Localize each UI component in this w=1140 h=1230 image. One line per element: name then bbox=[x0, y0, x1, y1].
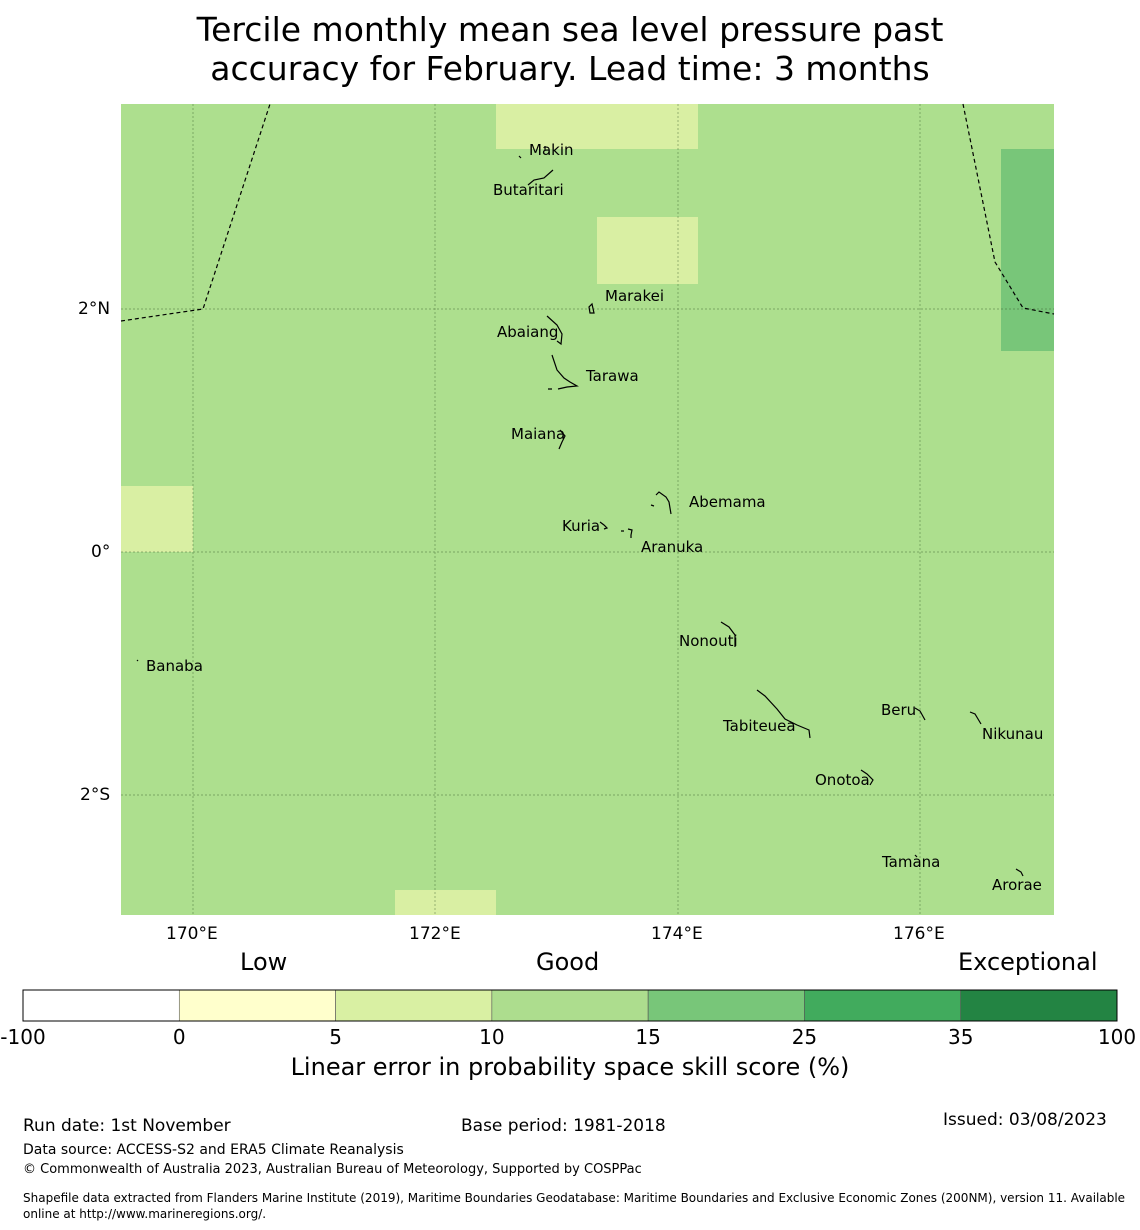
place-label-marakei: Marakei bbox=[605, 287, 664, 305]
issued-date: Issued: 03/08/2023 bbox=[943, 1110, 1107, 1130]
colorbar-tick-label: -100 bbox=[0, 1025, 46, 1049]
place-label-aranuka: Aranuka bbox=[641, 538, 703, 556]
island-tamana bbox=[914, 854, 918, 858]
chart-title: Tercile monthly mean sea level pressure … bbox=[0, 10, 1140, 88]
island-nikunau bbox=[969, 711, 982, 725]
place-label-tamana: Tamana bbox=[881, 853, 940, 871]
skill-cell-marakei bbox=[597, 217, 698, 284]
colorbar-segment bbox=[491, 989, 649, 1022]
colorbar-segments bbox=[22, 989, 1118, 1022]
island-makin bbox=[518, 146, 546, 159]
legend-category-exceptional: Exceptional bbox=[958, 948, 1098, 976]
island-arorae bbox=[1015, 868, 1024, 877]
place-label-abemama: Abemama bbox=[689, 493, 766, 511]
colorbar-segment bbox=[647, 989, 805, 1022]
place-label-beru: Beru bbox=[881, 701, 916, 719]
colorbar-tick-label: 5 bbox=[329, 1025, 342, 1049]
skill-cell-south bbox=[395, 890, 496, 915]
island-kuria bbox=[599, 521, 609, 530]
place-label-banaba: Banaba bbox=[146, 657, 203, 675]
title-line-2: accuracy for February. Lead time: 3 mont… bbox=[210, 49, 930, 88]
colorbar-label: Linear error in probability space skill … bbox=[290, 1053, 850, 1081]
skill-cell-east bbox=[1001, 149, 1054, 351]
island-abaiang bbox=[546, 315, 563, 346]
colorbar-tick-label: 0 bbox=[172, 1025, 186, 1049]
place-labels: Makin Butaritari Marakei Abaiang Tarawa … bbox=[146, 141, 1043, 894]
map-background bbox=[121, 104, 1054, 915]
skill-cell-west bbox=[121, 486, 193, 552]
shapefile-credit-2: online at http://www.marineregions.org/. bbox=[23, 1207, 267, 1221]
lat-label-2n: 2°N bbox=[78, 299, 111, 319]
place-label-nikunau: Nikunau bbox=[982, 725, 1043, 743]
place-label-arorae: Arorae bbox=[992, 876, 1042, 894]
island-marakei bbox=[588, 302, 595, 314]
place-label-tabiteuea: Tabiteuea bbox=[722, 717, 796, 735]
place-label-abaiang: Abaiang bbox=[497, 323, 558, 341]
colorbar-tick-label: 35 bbox=[947, 1025, 974, 1049]
shapefile-credit-1: Shapefile data extracted from Flanders M… bbox=[23, 1191, 1126, 1205]
colorbar-segment bbox=[178, 989, 336, 1022]
island-tarawa bbox=[548, 354, 579, 390]
legend-category-low: Low bbox=[240, 948, 288, 976]
map-plot[interactable]: Makin Butaritari Marakei Abaiang Tarawa … bbox=[0, 0, 1140, 930]
place-label-butaritari: Butaritari bbox=[493, 181, 564, 199]
eez-boundary-west bbox=[120, 103, 271, 322]
colorbar-border bbox=[22, 989, 1118, 1022]
colorbar-segment bbox=[335, 989, 493, 1022]
base-period: Base period: 1981-2018 bbox=[461, 1116, 666, 1136]
island-beru bbox=[914, 707, 926, 721]
island-banaba bbox=[136, 659, 139, 662]
lat-label-2s: 2°S bbox=[80, 785, 111, 805]
place-label-nonouti: Nonouti bbox=[679, 632, 738, 650]
run-date: Run date: 1st November bbox=[23, 1116, 231, 1136]
place-label-makin: Makin bbox=[529, 141, 574, 159]
lon-label-176e: 176°E bbox=[893, 924, 945, 944]
island-aranuka bbox=[621, 528, 633, 538]
eez-boundary-east bbox=[962, 103, 1055, 315]
colorbar-tick-label: 25 bbox=[791, 1025, 818, 1049]
legend-category-good: Good bbox=[536, 948, 600, 976]
lon-label-172e: 172°E bbox=[409, 924, 461, 944]
lon-label-174e: 174°E bbox=[651, 924, 703, 944]
colorbar-tick-label: 10 bbox=[479, 1025, 505, 1049]
lon-label-170e: 170°E bbox=[166, 924, 218, 944]
island-abemama bbox=[650, 491, 672, 515]
place-label-maiana: Maiana bbox=[511, 425, 565, 443]
island-outlines bbox=[136, 146, 1024, 877]
place-label-onotoa: Onotoa bbox=[815, 771, 870, 789]
gridlines bbox=[121, 104, 1054, 915]
place-label-kuria: Kuria bbox=[562, 517, 600, 535]
island-nonouti bbox=[720, 621, 736, 647]
island-onotoa bbox=[860, 769, 874, 786]
island-tabiteuea bbox=[756, 689, 811, 739]
place-label-tarawa: Tarawa bbox=[585, 367, 639, 385]
colorbar-segment bbox=[804, 989, 962, 1022]
island-maiana bbox=[558, 429, 566, 450]
colorbar-tick-label: 100 bbox=[1097, 1025, 1137, 1049]
lat-label-0: 0° bbox=[91, 542, 111, 562]
title-line-1: Tercile monthly mean sea level pressure … bbox=[196, 10, 944, 49]
skill-cell-makin bbox=[496, 104, 698, 149]
colorbar-segment bbox=[22, 989, 180, 1022]
copyright: © Commonwealth of Australia 2023, Austra… bbox=[23, 1162, 642, 1177]
island-butaritari bbox=[527, 169, 554, 186]
colorbar-segment bbox=[960, 989, 1118, 1022]
data-source: Data source: ACCESS-S2 and ERA5 Climate … bbox=[23, 1142, 404, 1158]
colorbar-tick-label: 15 bbox=[635, 1025, 661, 1049]
